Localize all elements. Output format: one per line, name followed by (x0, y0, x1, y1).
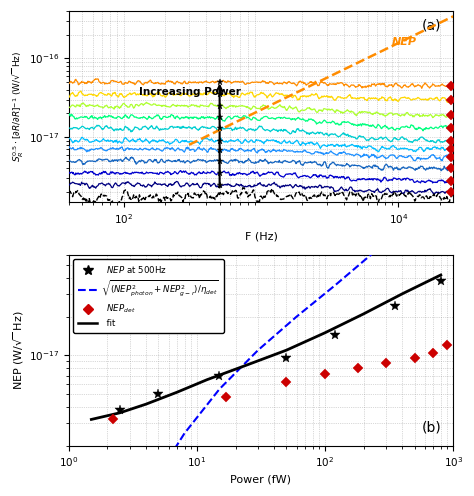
Text: (a): (a) (422, 19, 442, 33)
Y-axis label: NEP (W/$\sqrt{\,}$ Hz): NEP (W/$\sqrt{\,}$ Hz) (11, 310, 26, 390)
X-axis label: Power (fW): Power (fW) (230, 475, 292, 485)
Text: (b): (b) (422, 420, 442, 434)
Legend:   $NEP$ at 500Hz, $\sqrt{(NEP^2_{photon}+NEP^2_{g-r})/\eta_{det}}$,   $NEP_{det}: $NEP$ at 500Hz, $\sqrt{(NEP^2_{photon}+N… (73, 259, 224, 333)
Text: Increasing Power: Increasing Power (139, 87, 241, 97)
X-axis label: F (Hz): F (Hz) (245, 231, 277, 241)
Y-axis label: $S_R^{0.5}\cdot[\partial R/\partial R]^{-1}$ (W/$\sqrt{\,}$ Hz): $S_R^{0.5}\cdot[\partial R/\partial R]^{… (11, 51, 26, 162)
Text: NEP: NEP (392, 37, 417, 47)
